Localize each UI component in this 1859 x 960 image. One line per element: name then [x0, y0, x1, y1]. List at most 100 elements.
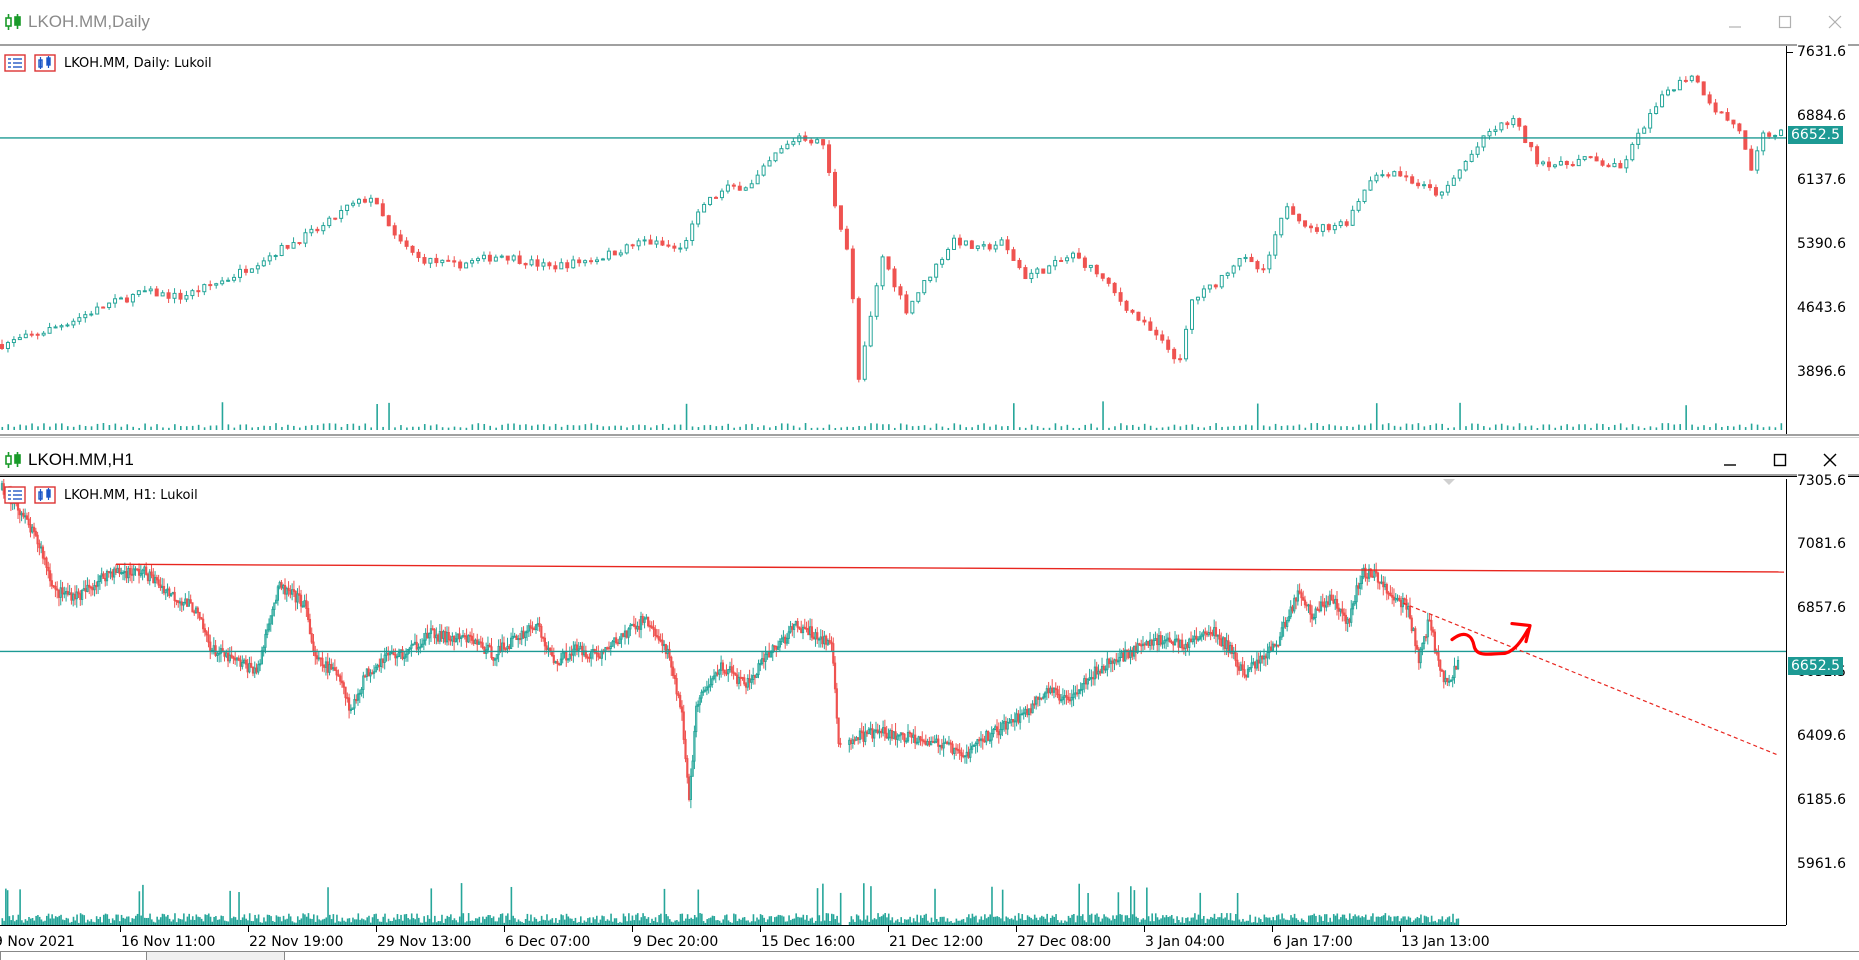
chart-tab[interactable]: [0, 952, 147, 960]
volume-bar: [1227, 426, 1229, 430]
candle-body: [1008, 721, 1011, 724]
volume-bar: [309, 918, 312, 925]
candle-body: [1209, 631, 1212, 634]
volume-bar: [1281, 913, 1283, 925]
volume-bar: [81, 914, 84, 925]
volume-bar: [388, 402, 390, 430]
volume-bar: [544, 920, 546, 925]
volume-bar: [886, 917, 888, 925]
volume-bar: [969, 918, 972, 925]
candle-body: [898, 734, 901, 737]
candle-body: [303, 232, 308, 244]
h1-time-axis[interactable]: 9 Nov 2021 16 Nov 11:00 22 Nov 19:00 29 …: [0, 925, 1786, 952]
candle-body: [477, 641, 481, 645]
candle-body: [533, 628, 536, 631]
candle-body: [622, 633, 625, 637]
volume-bar: [275, 423, 277, 430]
object-list-icon[interactable]: [4, 54, 26, 72]
volume-bar: [1065, 921, 1068, 925]
candle-body: [810, 626, 813, 638]
daily-minimize-button[interactable]: [1710, 0, 1760, 44]
volume-bar: [1167, 426, 1170, 430]
volume-bar: [1343, 914, 1346, 925]
h1-minimize-button[interactable]: [1705, 438, 1755, 482]
candle-body: [1198, 636, 1202, 640]
shift-marker: [1443, 479, 1455, 485]
volume-bar: [421, 922, 424, 925]
candle-body: [1307, 604, 1310, 607]
volume-bar: [144, 423, 146, 430]
volume-bar: [1346, 426, 1348, 430]
volume-bar: [624, 916, 627, 925]
candle-body: [1481, 135, 1486, 148]
volume-bar: [12, 915, 14, 925]
volume-bar: [1173, 424, 1176, 430]
candle-body: [419, 646, 422, 649]
volume-bar: [733, 913, 735, 925]
volume-bar: [458, 916, 461, 925]
volume-bar: [67, 918, 69, 925]
candle-body: [775, 645, 778, 650]
candle-body: [164, 589, 167, 594]
volume-bar: [405, 913, 408, 925]
candle-body: [803, 626, 806, 629]
daily-price-axis[interactable]: [1786, 46, 1859, 434]
candle-body: [319, 657, 322, 660]
volume-bar: [412, 426, 414, 430]
h1-close-button[interactable]: [1805, 438, 1855, 482]
volume-bar: [1443, 921, 1445, 925]
volume-bar: [376, 404, 378, 430]
volume-bar: [914, 921, 917, 925]
chart-tab[interactable]: [284, 952, 1859, 960]
candle-body: [825, 635, 828, 645]
volume-bar: [1035, 917, 1038, 925]
volume-bar: [286, 918, 288, 925]
volume-bar: [1122, 921, 1125, 925]
candle-body: [1140, 644, 1143, 647]
candle-body: [148, 288, 153, 292]
h1-price-chart[interactable]: [0, 479, 1786, 925]
daily-close-button[interactable]: [1810, 0, 1859, 44]
volume-bar: [142, 884, 144, 925]
volume-bar: [288, 913, 290, 925]
volume-bar: [943, 916, 945, 925]
daily-maximize-button[interactable]: [1760, 0, 1810, 44]
daily-y-tick: 6884.6: [1797, 108, 1848, 124]
candle-body: [214, 645, 217, 656]
volume-bar: [674, 920, 676, 925]
volume-bar: [138, 427, 140, 430]
candle-body: [1421, 642, 1424, 650]
candle-body: [1077, 689, 1081, 694]
volume-bar: [702, 921, 705, 925]
close-icon: [1828, 15, 1842, 29]
volume-bar: [1411, 921, 1413, 925]
h1-maximize-button[interactable]: [1755, 438, 1805, 482]
object-list-icon[interactable]: [4, 486, 26, 504]
volume-bar: [584, 424, 587, 430]
candle-body: [452, 260, 457, 263]
daily-window-titlebar[interactable]: LKOH.MM,Daily: [0, 0, 1859, 44]
candle-body: [759, 663, 762, 666]
candle-body: [1070, 696, 1073, 701]
volume-bar: [140, 915, 142, 925]
candle-body: [767, 160, 772, 167]
volume-bar: [215, 425, 218, 430]
daily-price-chart[interactable]: [0, 46, 1786, 434]
volume-bar: [302, 913, 304, 925]
volume-bar: [673, 424, 676, 430]
candle-body: [1654, 106, 1659, 115]
candle-body: [531, 627, 534, 630]
volume-bar: [1051, 915, 1054, 925]
candle-body: [827, 144, 832, 173]
candle-body: [202, 618, 205, 630]
volume-bar: [1030, 917, 1032, 925]
volume-bar: [603, 916, 605, 925]
candle-body: [232, 656, 235, 659]
volume-bar: [903, 919, 906, 925]
candle-body: [371, 672, 374, 675]
candle-body: [718, 669, 721, 675]
candle-body: [517, 638, 520, 641]
candle-body: [349, 708, 352, 711]
volume-bar: [104, 913, 107, 925]
h1-price-axis[interactable]: [1786, 479, 1859, 925]
